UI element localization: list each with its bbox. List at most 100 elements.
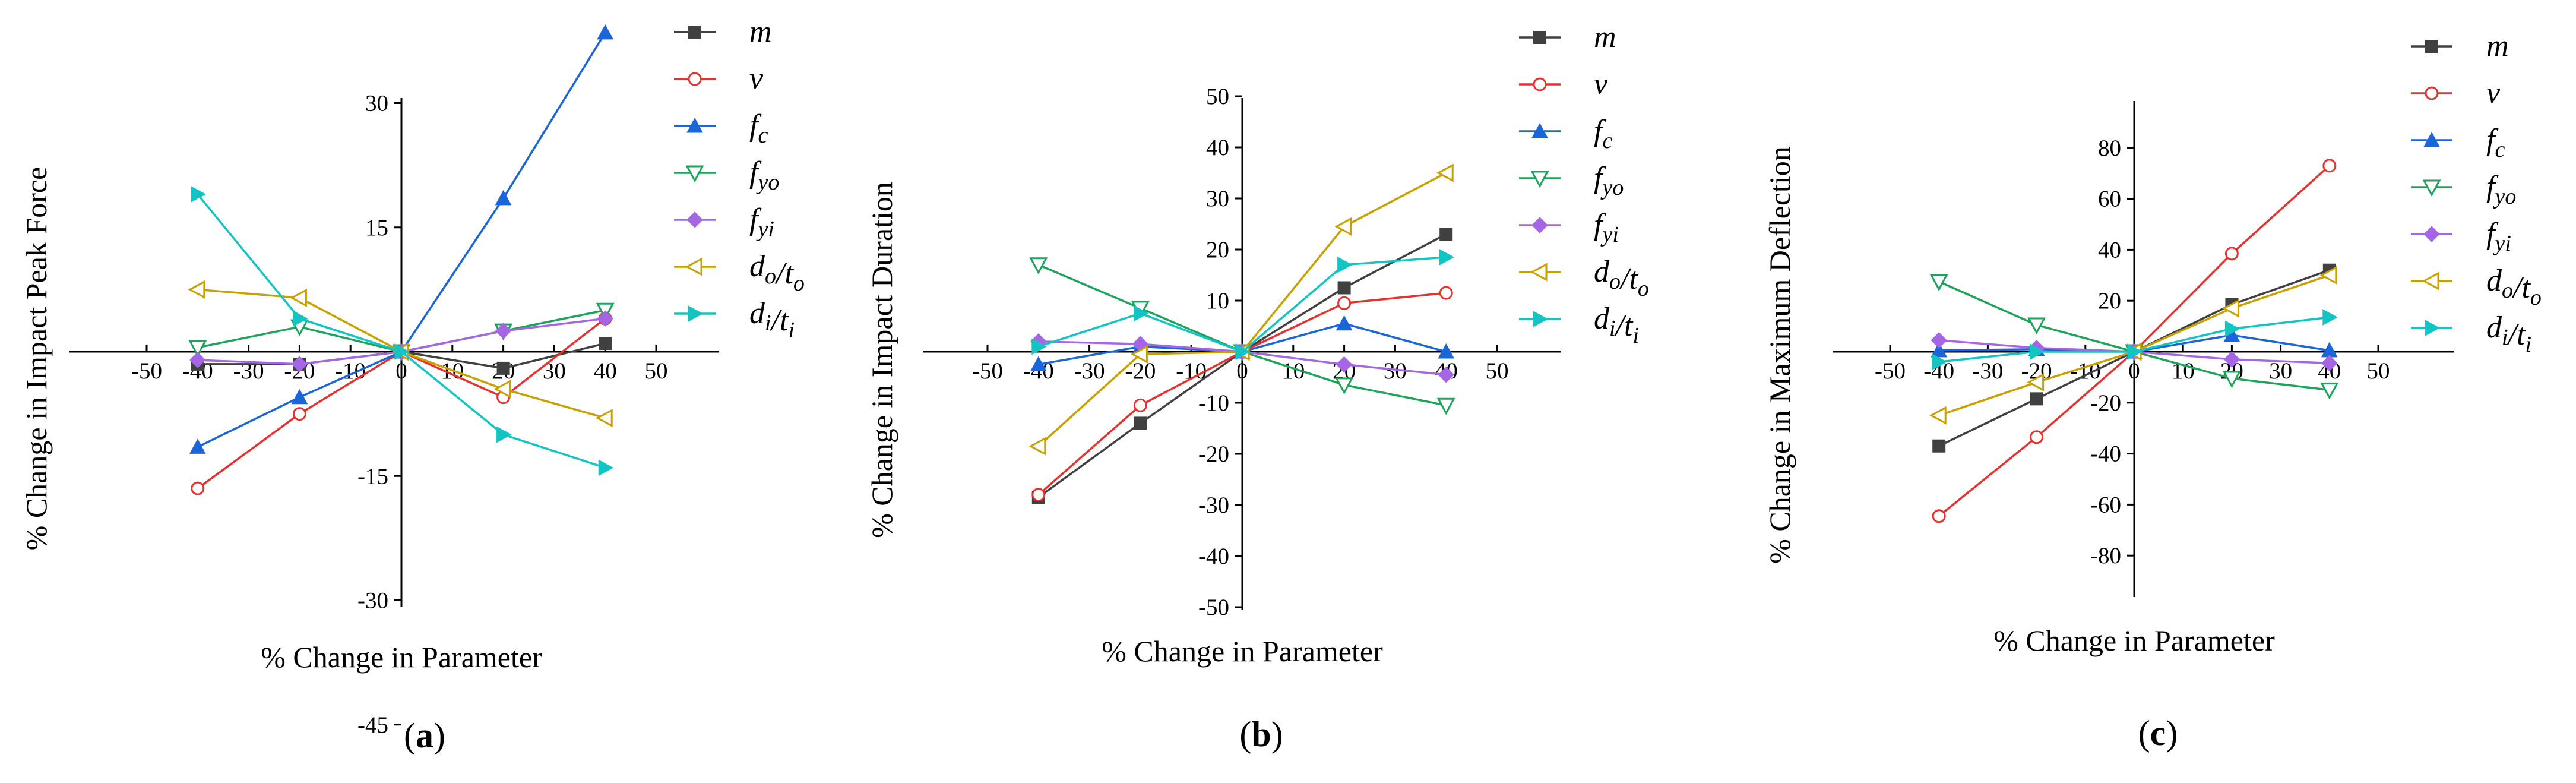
panel-b-legend-marker-v <box>1533 77 1547 91</box>
panel-a-point-di_ti <box>292 310 308 327</box>
panel-c-legend-marker-do_to <box>2422 271 2439 291</box>
panel-a-legend-label-do_to: do/to <box>749 250 805 296</box>
panel-b-legend-label-di_ti: di/ti <box>1594 302 1639 348</box>
panel-c-point-v <box>2030 430 2044 444</box>
panel-a-point-di_ti <box>496 426 512 443</box>
panel-c-legend-marker-di_ti <box>2425 320 2441 336</box>
panel-b-y-tick-label: -10 <box>1198 390 1229 416</box>
panel-a-x-tick-label: 40 <box>594 358 617 384</box>
panel-c-point-do_to <box>2027 372 2045 392</box>
panel-c-x-tick-label: 0 <box>2128 358 2140 384</box>
panel-a-x-tick-label: 0 <box>395 358 407 384</box>
panel-b-legend-marker-m <box>1533 31 1546 44</box>
panel-c-legend-label-fyi: fyi <box>2486 217 2511 256</box>
panel-c-point-fyi <box>2321 355 2338 372</box>
panel-b-point-v <box>1337 296 1352 310</box>
panel-b-legend-label-do_to: do/to <box>1594 255 1649 301</box>
panel-c-point-fc <box>1931 342 1948 358</box>
panel-c-y-tick-label: 40 <box>2098 237 2121 263</box>
panel-a-point-fc <box>495 190 512 206</box>
panel-a-point-fyi <box>189 352 206 368</box>
panel-a-legend-marker-fyo <box>685 165 704 183</box>
panel-b-point-di_ti <box>1235 343 1251 360</box>
panel-b-point-v <box>1439 286 1453 300</box>
panel-c-x-tick-label: -30 <box>1972 358 2003 384</box>
panel-c-y-tick-label: 60 <box>2098 187 2121 212</box>
panel-c-series-di_ti <box>1932 309 2338 370</box>
panel-b-y-axis-title: % Change in Impact Duration <box>865 182 898 538</box>
panel-b-series-di_ti <box>1031 249 1455 360</box>
panel-b-point-m <box>1337 281 1351 295</box>
panel-a-legend-label-fc: fc <box>749 109 768 148</box>
panel-a-legend-marker-di_ti <box>688 305 704 322</box>
panel-b-point-do_to <box>1436 163 1454 182</box>
panel-b-point-fyo <box>1029 257 1048 274</box>
panel-b: -50-40-30-20-1001020304050-50-40-30-20-1… <box>865 20 1649 754</box>
panel-b-point-di_ti <box>1031 338 1047 355</box>
panel-a-legend-label-m: m <box>749 15 772 49</box>
panel-a-point-fyi <box>597 310 613 327</box>
panel-a-legend-label-v: v <box>749 62 764 96</box>
panel-a-y-tick-label: 15 <box>365 215 388 241</box>
panel-c-point-fyo <box>1929 274 1948 292</box>
panel-c-point-v <box>1932 509 1946 523</box>
panel-c-point-di_ti <box>2224 320 2240 337</box>
panel-b-y-tick-label: -50 <box>1198 595 1229 620</box>
panel-c-legend-label-do_to: do/to <box>2486 264 2542 310</box>
panel-a-point-fyi <box>291 356 308 372</box>
panel-a-y-tick-label: -15 <box>357 463 388 489</box>
panel-a-point-do_to <box>596 409 613 428</box>
panel-c-y-tick-label: -80 <box>2090 543 2121 569</box>
panel-b-point-fyi <box>1438 366 1454 383</box>
panel-b-point-m <box>1134 416 1147 430</box>
panel-c-point-di_ti <box>2030 343 2045 360</box>
panel-a-point-do_to <box>493 380 511 399</box>
panel-a-legend-marker-fc <box>686 117 703 133</box>
panel-b-legend-label-v: v <box>1594 67 1608 101</box>
panel-b-y-tick-label: -30 <box>1198 492 1229 518</box>
panel-c-point-fyo <box>2222 371 2241 389</box>
panel-b-x-tick-label: -50 <box>972 358 1003 384</box>
panel-b-x-tick-label: -20 <box>1125 358 1156 384</box>
panel-b-legend-marker-fyo <box>1530 171 1549 188</box>
panel-b-x-tick-label: -30 <box>1074 358 1105 384</box>
panel-c-legend-marker-m <box>2425 40 2438 53</box>
panel-c-label: (c) <box>2138 713 2178 753</box>
panel-b-point-fyo <box>1436 397 1455 415</box>
panel-b-point-m <box>1439 228 1453 241</box>
panel-a-point-fyi <box>495 323 512 339</box>
panel-b-legend-label-fc: fc <box>1594 114 1612 153</box>
panel-c-y-axis-title: % Change in Maximum Deflection <box>1763 146 1796 564</box>
panel-c-y-tick-label: -40 <box>2090 441 2121 467</box>
panel-c-legend-label-v: v <box>2486 76 2501 110</box>
panel-a: -50-40-30-20-1001020304050-45-30-1515304… <box>20 15 805 755</box>
panel-a-legend-marker-m <box>688 26 701 39</box>
panel-a-series-di_ti <box>191 186 614 476</box>
panel-a-x-tick-label: 50 <box>645 358 668 384</box>
panel-a-point-m <box>599 337 612 351</box>
panel-c-legend-label-fyo: fyo <box>2486 170 2516 209</box>
panel-b-y-tick-label: 50 <box>1206 84 1229 109</box>
panel-a-legend-marker-fyi <box>686 211 703 228</box>
panel-c-legend-marker-fc <box>2423 131 2440 147</box>
panel-c-legend-marker-fyo <box>2422 179 2441 197</box>
panel-a-legend-marker-do_to <box>685 257 702 276</box>
panel-a-x-axis-title: % Change in Parameter <box>261 640 542 674</box>
panel-a-point-di_ti <box>394 343 410 360</box>
panel-a-legend-label-fyo: fyo <box>749 156 779 195</box>
panel-b-point-v <box>1133 398 1147 412</box>
panel-a-y-tick-label: -30 <box>357 588 388 614</box>
panel-a-point-v <box>191 481 205 495</box>
panel-a-x-tick-label: 30 <box>543 358 566 384</box>
panel-b-y-tick-label: 10 <box>1206 288 1229 314</box>
panel-b-label: (b) <box>1239 715 1283 754</box>
panel-b-y-tick-label: 30 <box>1206 186 1229 211</box>
panel-b-legend-label-fyo: fyo <box>1594 161 1624 200</box>
panel-c-y-tick-label: -20 <box>2090 390 2121 416</box>
panel-b-point-fc <box>1336 315 1353 331</box>
panel-a-x-tick-label: -50 <box>131 358 162 384</box>
panel-c-point-di_ti <box>2322 309 2338 326</box>
panel-a-y-tick-label: -45 <box>357 712 388 738</box>
